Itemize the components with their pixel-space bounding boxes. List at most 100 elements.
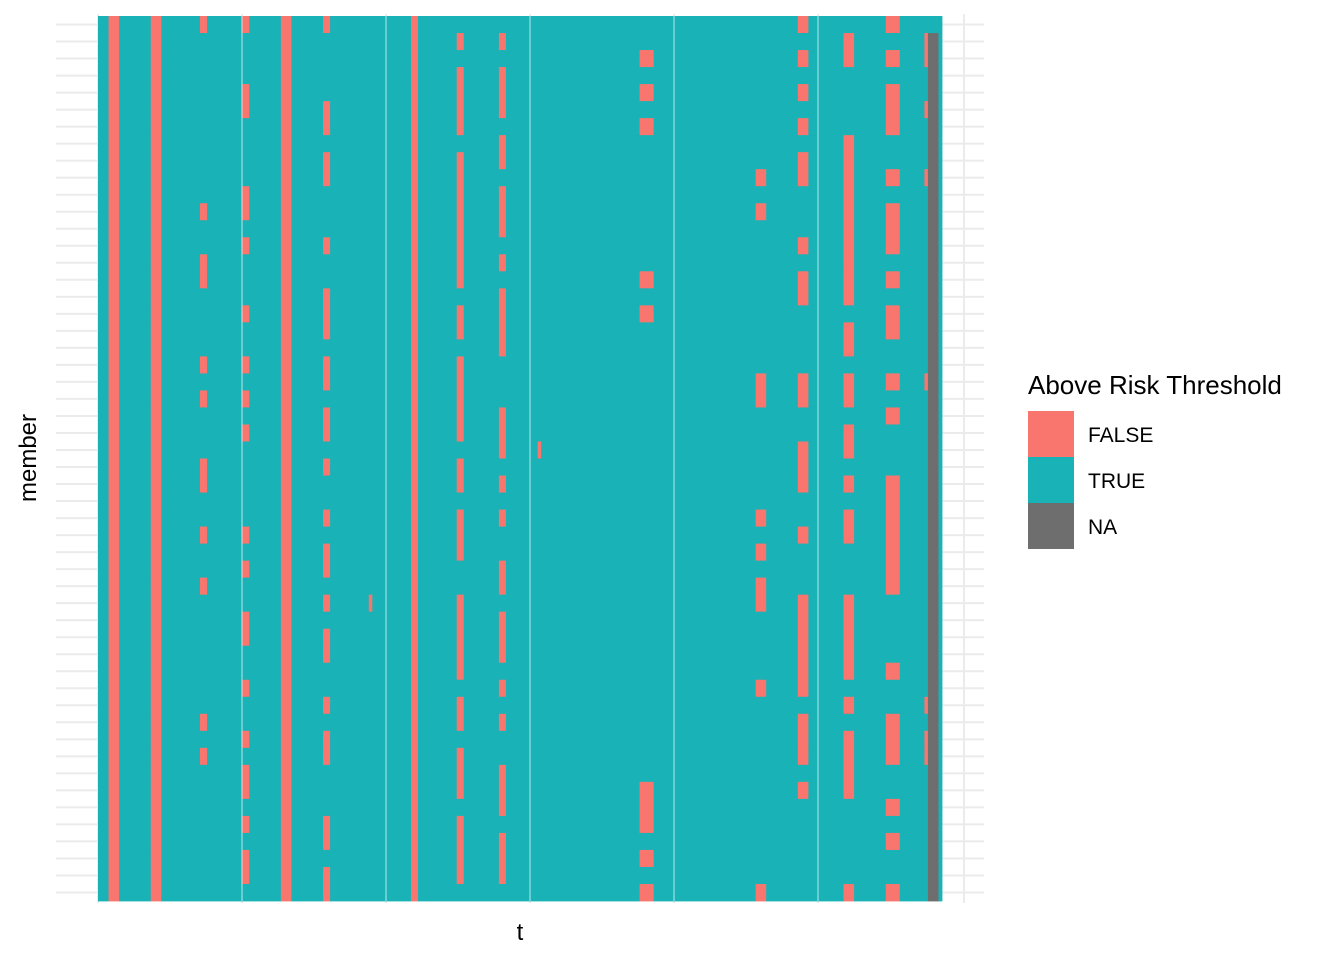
heatmap-cell (755, 203, 767, 221)
heatmap-cell (280, 339, 292, 357)
heatmap-cell (463, 84, 500, 102)
heatmap-cell (797, 118, 809, 136)
heatmap-cell (899, 560, 929, 579)
heatmap-cell (498, 781, 507, 800)
heatmap-cell (330, 866, 412, 885)
legend-label-false: FALSE (1088, 424, 1153, 447)
heatmap-cell (854, 390, 929, 408)
heatmap-cell (323, 288, 331, 306)
heatmap-cell (797, 526, 809, 544)
heatmap-cell (456, 849, 465, 868)
heatmap-cell (150, 747, 162, 766)
heatmap-cell (249, 560, 282, 579)
heatmap-cell (463, 543, 757, 562)
heatmap-cell (291, 101, 324, 119)
heatmap-cell (161, 288, 282, 306)
heatmap-cell (98, 339, 109, 357)
heatmap-cell (108, 152, 120, 170)
heatmap-cell (843, 322, 855, 340)
heatmap-cell (410, 67, 419, 85)
heatmap-cell (161, 424, 243, 442)
heatmap-cell (463, 815, 640, 834)
heatmap-cell (885, 118, 901, 136)
heatmap-cell (98, 118, 109, 136)
heatmap-cell (505, 305, 640, 323)
heatmap-cell (653, 50, 799, 68)
heatmap-cell (410, 50, 419, 68)
heatmap-cell (639, 798, 655, 817)
heatmap-cell (108, 424, 120, 442)
heatmap-cell (119, 662, 152, 681)
heatmap-cell (899, 220, 929, 238)
heatmap-cell (119, 407, 152, 425)
heatmap-cell (418, 441, 500, 459)
heatmap-cell (291, 679, 412, 698)
heatmap-cell (885, 832, 901, 851)
heatmap-cell (98, 390, 109, 408)
heatmap-cell (927, 441, 939, 459)
heatmap-cell (854, 594, 929, 613)
heatmap-cell (498, 305, 507, 323)
heatmap-cell (199, 747, 208, 766)
legend-swatch-na (1028, 503, 1074, 549)
heatmap-cell (927, 390, 939, 408)
heatmap-cell (456, 628, 465, 647)
heatmap-cell (291, 203, 412, 221)
heatmap-cell (207, 390, 243, 408)
heatmap-cell (207, 526, 243, 544)
heatmap-cell (280, 84, 292, 102)
heatmap-cell (418, 866, 458, 885)
heatmap-cell (323, 237, 331, 255)
heatmap-cell (505, 322, 844, 340)
heatmap-cell (456, 390, 465, 408)
heatmap-cell (498, 849, 507, 868)
heatmap-cell (98, 84, 109, 102)
heatmap-cell (498, 322, 507, 340)
heatmap-cell (418, 254, 458, 272)
heatmap-cell (161, 390, 201, 408)
heatmap-cell (330, 16, 412, 34)
heatmap-cell (843, 237, 855, 255)
heatmap-cell (755, 373, 767, 391)
heatmap-cell (766, 577, 887, 596)
heatmap-cell (161, 713, 201, 732)
heatmap-cell (108, 33, 120, 51)
heatmap-cell (653, 118, 799, 136)
heatmap-cell (938, 747, 943, 766)
heatmap-cell (161, 373, 282, 391)
heatmap-cell (808, 458, 929, 476)
heatmap-cell (161, 118, 282, 136)
heatmap-cell (456, 169, 465, 187)
heatmap-cell (456, 305, 465, 323)
heatmap-cell (938, 849, 943, 868)
heatmap-cell (505, 832, 887, 851)
heatmap-cell (280, 832, 292, 851)
heatmap-cell (291, 84, 412, 102)
heatmap-cell (505, 33, 844, 51)
heatmap-cell (938, 50, 943, 68)
heatmap-cell (456, 594, 465, 613)
heatmap-cell (885, 16, 901, 34)
heatmap-cell (498, 832, 507, 851)
heatmap-cell (323, 305, 331, 323)
heatmap-cell (797, 611, 809, 630)
heatmap-cell (249, 611, 282, 630)
heatmap-cell (505, 560, 887, 579)
heatmap-cell (150, 424, 162, 442)
heatmap-cell (463, 254, 500, 272)
heatmap-cell (161, 781, 243, 800)
heatmap-cell (330, 883, 412, 902)
heatmap-cell (108, 271, 120, 289)
heatmap-cell (161, 220, 282, 238)
heatmap-cell (242, 203, 250, 221)
heatmap-cell (938, 577, 943, 596)
heatmap-cell (242, 866, 250, 885)
heatmap-cell (150, 492, 162, 510)
heatmap-cell (843, 509, 855, 527)
heatmap-cell (330, 237, 412, 255)
heatmap-cell (938, 526, 943, 544)
heatmap-cell (927, 254, 939, 272)
heatmap-cell (280, 747, 292, 766)
heatmap-cell (927, 339, 939, 357)
heatmap-cell (98, 747, 109, 766)
